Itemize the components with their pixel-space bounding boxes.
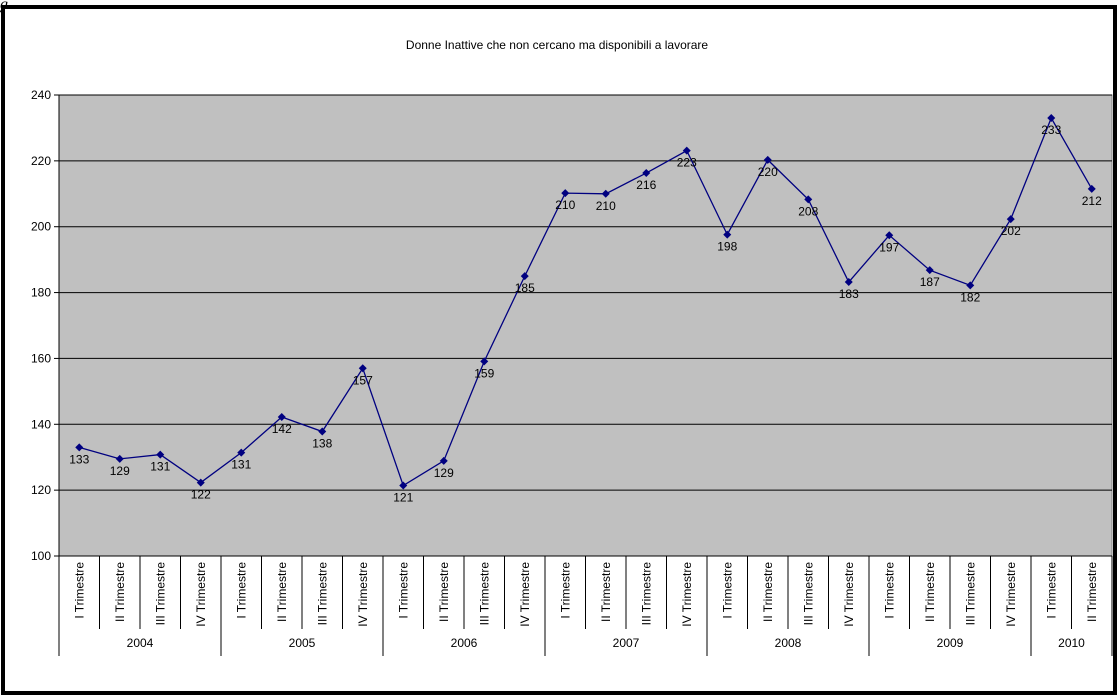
x-tick-label: II Trimestre (275, 562, 289, 622)
data-label: 233 (1041, 123, 1061, 137)
x-tick-label: III Trimestre (963, 562, 977, 626)
data-point (804, 195, 813, 204)
data-label: 197 (879, 240, 899, 254)
data-point (844, 278, 853, 287)
chart-title: Donne Inattive che non cercano ma dispon… (406, 38, 709, 52)
x-tick-label: II Trimestre (599, 562, 613, 622)
x-tick-label: III Trimestre (153, 562, 167, 626)
x-tick-label: I Trimestre (720, 562, 734, 619)
year-label: 2004 (127, 636, 154, 650)
x-tick-label: II Trimestre (923, 562, 937, 622)
y-tick-label: 240 (31, 88, 51, 102)
data-point (682, 146, 691, 155)
data-point (723, 230, 732, 239)
data-point (277, 413, 286, 422)
data-label: 210 (596, 199, 616, 213)
data-point (601, 189, 610, 198)
data-point (439, 456, 448, 465)
year-label: 2010 (1058, 636, 1085, 650)
data-point (925, 266, 934, 275)
y-tick-label: 220 (31, 154, 51, 168)
data-label: 122 (191, 488, 211, 502)
line-chart: Donne Inattive che non cercano ma dispon… (31, 38, 1113, 656)
data-label: 212 (1082, 194, 1102, 208)
x-tick-label: IV Trimestre (680, 562, 694, 627)
x-tick-label: III Trimestre (639, 562, 653, 626)
year-label: 2006 (451, 636, 478, 650)
data-label: 182 (960, 290, 980, 304)
data-label: 129 (110, 464, 130, 478)
data-label: 131 (231, 458, 251, 472)
data-label: 131 (150, 460, 170, 474)
data-label: 121 (393, 491, 413, 505)
x-tick-label: II Trimestre (1085, 562, 1099, 622)
x-tick-label: II Trimestre (113, 562, 127, 622)
y-tick-label: 180 (31, 286, 51, 300)
data-label: 185 (515, 281, 535, 295)
data-point (763, 155, 772, 164)
x-tick-label: IV Trimestre (356, 562, 370, 627)
data-label: 187 (920, 275, 940, 289)
y-tick-label: 140 (31, 417, 51, 431)
data-label: 133 (69, 452, 89, 466)
data-point (520, 272, 529, 281)
x-tick-label: I Trimestre (234, 562, 248, 619)
data-point (399, 481, 408, 490)
x-tick-label: I Trimestre (1044, 562, 1058, 619)
data-point (1006, 215, 1015, 224)
x-tick-label: III Trimestre (801, 562, 815, 626)
year-label: 2007 (613, 636, 640, 650)
plot-area (58, 94, 1113, 557)
data-label: 216 (636, 178, 656, 192)
data-label: 142 (272, 422, 292, 436)
data-label: 129 (434, 466, 454, 480)
x-tick-label: IV Trimestre (1004, 562, 1018, 627)
data-point (358, 364, 367, 373)
x-tick-label: I Trimestre (72, 562, 86, 619)
year-label: 2008 (775, 636, 802, 650)
data-point (885, 231, 894, 240)
y-tick-label: 120 (31, 483, 51, 497)
x-tick-label: II Trimestre (437, 562, 451, 622)
x-tick-label: II Trimestre (761, 562, 775, 622)
data-point (1047, 114, 1056, 123)
y-tick-label: 160 (31, 351, 51, 365)
data-label: 208 (798, 204, 818, 218)
data-point (561, 189, 570, 198)
x-tick-label: I Trimestre (396, 562, 410, 619)
data-point (480, 357, 489, 366)
chart-frame: Donne Inattive che non cercano ma dispon… (1, 5, 1117, 695)
data-point (318, 427, 327, 436)
x-tick-label: I Trimestre (558, 562, 572, 619)
data-point (156, 450, 165, 459)
series-line (79, 116, 1093, 487)
data-point (115, 454, 124, 463)
data-label: 223 (677, 156, 697, 170)
data-point (75, 443, 84, 452)
data-label: 159 (474, 366, 494, 380)
year-label: 2009 (937, 636, 964, 650)
data-label: 202 (1001, 224, 1021, 238)
data-label: 183 (839, 287, 859, 301)
data-label: 138 (312, 437, 332, 451)
x-tick-label: III Trimestre (477, 562, 491, 626)
year-label: 2005 (289, 636, 316, 650)
x-tick-label: IV Trimestre (194, 562, 208, 627)
data-point (642, 169, 651, 178)
data-point (196, 478, 205, 487)
data-label: 220 (758, 165, 778, 179)
y-tick-label: 100 (31, 549, 51, 563)
data-point (237, 448, 246, 457)
y-tick-label: 200 (31, 220, 51, 234)
data-point (1087, 184, 1096, 193)
x-tick-label: III Trimestre (315, 562, 329, 626)
data-point (966, 281, 975, 290)
data-label: 198 (717, 240, 737, 254)
x-tick-label: IV Trimestre (842, 562, 856, 627)
data-label: 210 (555, 198, 575, 212)
x-tick-label: I Trimestre (882, 562, 896, 619)
data-label: 157 (353, 373, 373, 387)
x-tick-label: IV Trimestre (518, 562, 532, 627)
